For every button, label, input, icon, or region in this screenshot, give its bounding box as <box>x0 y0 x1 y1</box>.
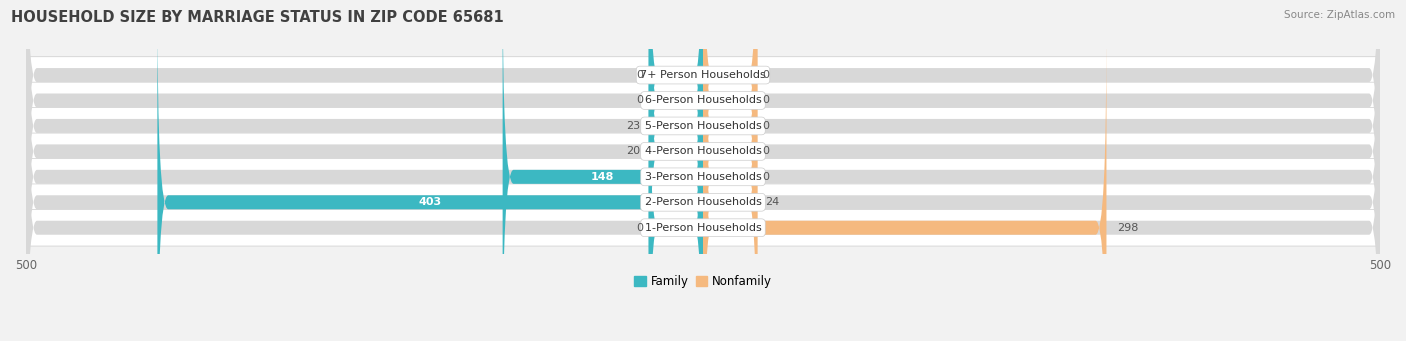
FancyBboxPatch shape <box>27 0 1379 297</box>
Text: 0: 0 <box>762 146 769 157</box>
Text: 1-Person Households: 1-Person Households <box>644 223 762 233</box>
Text: 0: 0 <box>637 95 644 105</box>
FancyBboxPatch shape <box>703 0 758 323</box>
Text: 0: 0 <box>637 223 644 233</box>
FancyBboxPatch shape <box>703 0 758 272</box>
FancyBboxPatch shape <box>703 0 758 341</box>
Text: 298: 298 <box>1118 223 1139 233</box>
FancyBboxPatch shape <box>27 0 1379 341</box>
FancyBboxPatch shape <box>27 0 1379 272</box>
Text: 0: 0 <box>762 172 769 182</box>
FancyBboxPatch shape <box>157 6 703 341</box>
Text: 7+ Person Households: 7+ Person Households <box>640 70 766 80</box>
FancyBboxPatch shape <box>13 0 1393 311</box>
Text: 20: 20 <box>627 146 641 157</box>
Text: 23: 23 <box>627 121 641 131</box>
FancyBboxPatch shape <box>13 0 1393 260</box>
FancyBboxPatch shape <box>27 0 1379 341</box>
Text: 6-Person Households: 6-Person Households <box>644 95 762 105</box>
Legend: Family, Nonfamily: Family, Nonfamily <box>630 270 776 293</box>
FancyBboxPatch shape <box>703 6 758 341</box>
FancyBboxPatch shape <box>648 0 703 323</box>
Text: 0: 0 <box>762 70 769 80</box>
FancyBboxPatch shape <box>13 17 1393 341</box>
FancyBboxPatch shape <box>703 0 758 341</box>
FancyBboxPatch shape <box>13 0 1393 337</box>
FancyBboxPatch shape <box>648 0 703 297</box>
FancyBboxPatch shape <box>27 6 1379 341</box>
FancyBboxPatch shape <box>27 0 1379 323</box>
Text: 5-Person Households: 5-Person Households <box>644 121 762 131</box>
FancyBboxPatch shape <box>27 31 1379 341</box>
FancyBboxPatch shape <box>648 31 703 341</box>
Text: 148: 148 <box>591 172 614 182</box>
Text: Source: ZipAtlas.com: Source: ZipAtlas.com <box>1284 10 1395 20</box>
FancyBboxPatch shape <box>13 0 1393 341</box>
Text: 0: 0 <box>762 121 769 131</box>
Text: 0: 0 <box>637 70 644 80</box>
Text: 24: 24 <box>765 197 779 207</box>
Text: 3-Person Households: 3-Person Households <box>644 172 762 182</box>
Text: HOUSEHOLD SIZE BY MARRIAGE STATUS IN ZIP CODE 65681: HOUSEHOLD SIZE BY MARRIAGE STATUS IN ZIP… <box>11 10 503 25</box>
Text: 4-Person Households: 4-Person Households <box>644 146 762 157</box>
FancyBboxPatch shape <box>703 31 1107 341</box>
FancyBboxPatch shape <box>502 0 703 341</box>
FancyBboxPatch shape <box>703 0 758 297</box>
Text: 0: 0 <box>762 95 769 105</box>
FancyBboxPatch shape <box>13 0 1393 286</box>
Text: 403: 403 <box>419 197 441 207</box>
FancyBboxPatch shape <box>13 43 1393 341</box>
FancyBboxPatch shape <box>648 0 703 341</box>
Text: 2-Person Households: 2-Person Households <box>644 197 762 207</box>
FancyBboxPatch shape <box>648 0 703 272</box>
